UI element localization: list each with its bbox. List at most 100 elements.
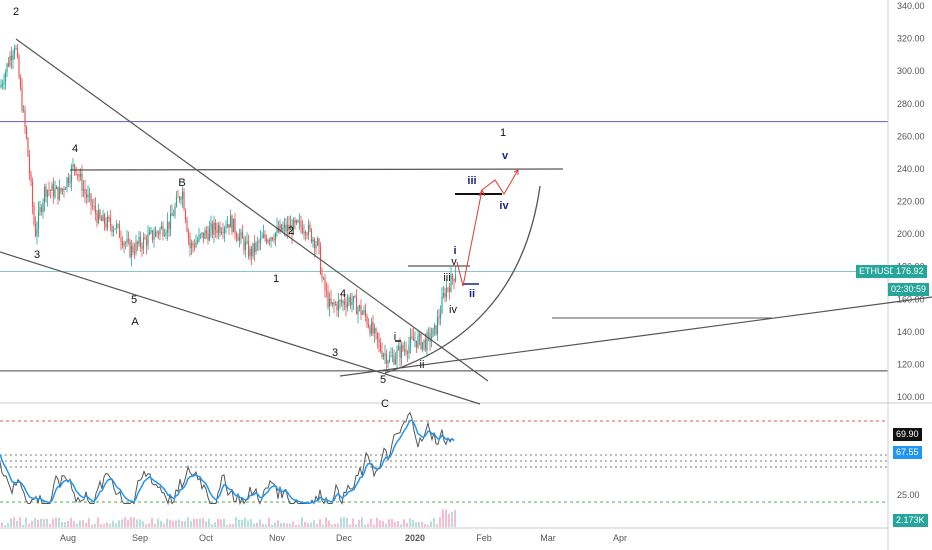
candle — [244, 236, 247, 258]
candle-body — [231, 215, 233, 233]
candle-body — [346, 301, 349, 308]
candle-body — [126, 239, 128, 244]
candle-body — [82, 188, 85, 191]
candle-body — [144, 237, 146, 239]
candle — [10, 46, 13, 70]
candle-body — [133, 252, 136, 253]
candle — [373, 323, 376, 343]
volume-bar — [358, 519, 360, 527]
volume-series — [1, 509, 456, 527]
candle — [321, 267, 323, 283]
candle — [40, 204, 43, 216]
candle-body — [426, 333, 428, 351]
candle — [426, 329, 428, 358]
candle-body — [403, 349, 406, 350]
candle — [279, 219, 281, 235]
candle — [220, 227, 223, 236]
candle-body — [244, 242, 247, 250]
candle-body — [270, 237, 272, 241]
candle — [450, 266, 452, 293]
candle — [271, 236, 274, 242]
candle-body — [189, 237, 191, 248]
candle — [361, 310, 364, 316]
price-tick-label: 100.00 — [897, 392, 925, 402]
volume-bar — [352, 518, 354, 527]
candle — [405, 341, 407, 357]
candle-body — [415, 340, 418, 348]
candle — [48, 181, 50, 197]
candle — [306, 231, 308, 240]
candle-body — [406, 352, 409, 354]
candle-body — [222, 232, 224, 233]
candle-body — [333, 302, 335, 305]
volume-bar — [322, 524, 324, 527]
candle — [312, 236, 314, 248]
candle — [60, 187, 62, 195]
candle-body — [118, 224, 121, 238]
volume-bar — [157, 518, 159, 527]
candle — [159, 226, 161, 240]
candle — [243, 235, 245, 255]
volume-bar — [379, 520, 381, 527]
candle-body — [27, 137, 29, 157]
volume-bar — [439, 517, 441, 527]
candle-body — [396, 349, 398, 359]
candle-body — [279, 224, 281, 232]
candle-body — [105, 224, 107, 228]
candle-body — [159, 228, 161, 235]
volume-bar — [124, 517, 126, 527]
volume-bar — [79, 520, 81, 527]
candle-body — [349, 297, 352, 306]
volume-bar — [298, 524, 300, 527]
wave-label: 5 — [380, 374, 386, 386]
candle-body — [73, 164, 76, 168]
volume-bar — [43, 519, 45, 527]
volume-bar — [34, 517, 36, 527]
candle-body — [276, 226, 278, 233]
volume-bar — [340, 517, 342, 527]
candle-body — [321, 273, 323, 279]
candle-body — [204, 230, 206, 239]
volume-bar — [190, 521, 192, 527]
candle — [45, 183, 47, 203]
volume-bar — [136, 519, 138, 527]
candle-body — [48, 190, 50, 191]
candle — [396, 345, 398, 369]
candle-body — [294, 219, 296, 223]
candle-body — [192, 243, 194, 246]
volume-bar — [202, 517, 204, 527]
candle-body — [232, 218, 235, 233]
candle — [39, 200, 41, 216]
volume-bar — [436, 524, 438, 527]
volume-bar — [424, 524, 426, 527]
candle-body — [379, 343, 382, 352]
candle — [400, 341, 403, 366]
candle-body — [151, 230, 154, 240]
candle-body — [322, 278, 325, 279]
candle-body — [97, 210, 100, 223]
candle — [241, 224, 244, 239]
candle-body — [228, 224, 230, 228]
candle-body — [351, 301, 353, 306]
candle — [411, 328, 413, 340]
candle-body — [106, 216, 109, 228]
candle-body — [94, 205, 97, 214]
volume-bar — [406, 522, 408, 527]
candle-body — [93, 205, 95, 207]
candle-body — [196, 240, 199, 243]
candle — [91, 199, 94, 211]
candle — [123, 240, 125, 253]
candle-body — [312, 239, 314, 242]
candle — [178, 195, 181, 203]
candle-body — [237, 237, 239, 241]
candle — [453, 278, 455, 290]
candle-body — [55, 186, 58, 190]
candle — [264, 229, 266, 242]
wave-label: 1 — [273, 273, 279, 285]
candle-body — [318, 238, 320, 247]
candle-body — [214, 222, 217, 231]
candle-body — [274, 232, 277, 241]
price-tick-label: 340.00 — [897, 1, 925, 11]
candle — [249, 245, 251, 261]
